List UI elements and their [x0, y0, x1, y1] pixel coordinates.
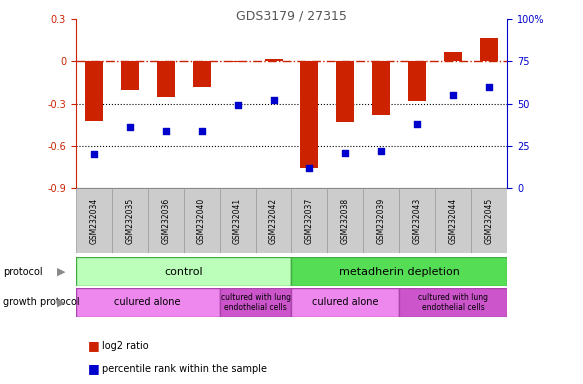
Bar	[85, 61, 103, 121]
FancyBboxPatch shape	[436, 188, 471, 253]
Text: GSM232035: GSM232035	[125, 198, 134, 244]
FancyBboxPatch shape	[363, 188, 399, 253]
Point	[233, 102, 242, 108]
Text: ▶: ▶	[57, 297, 65, 308]
Bar	[373, 61, 391, 115]
Text: protocol: protocol	[3, 266, 43, 277]
Bar	[300, 61, 318, 169]
Point	[377, 148, 386, 154]
Point	[340, 150, 350, 156]
FancyBboxPatch shape	[76, 188, 112, 253]
Point	[161, 127, 170, 134]
FancyBboxPatch shape	[399, 288, 507, 317]
Bar	[121, 61, 139, 89]
FancyBboxPatch shape	[220, 188, 255, 253]
FancyBboxPatch shape	[292, 188, 328, 253]
Text: GSM232045: GSM232045	[484, 198, 494, 244]
Text: GSM232044: GSM232044	[449, 198, 458, 244]
FancyBboxPatch shape	[220, 288, 292, 317]
FancyBboxPatch shape	[292, 257, 507, 286]
Text: log2 ratio: log2 ratio	[102, 341, 149, 351]
Text: culured alone: culured alone	[312, 297, 379, 308]
Text: ■: ■	[87, 339, 99, 352]
FancyBboxPatch shape	[399, 188, 436, 253]
Text: GSM232038: GSM232038	[341, 198, 350, 244]
FancyBboxPatch shape	[184, 188, 220, 253]
Text: cultured with lung
endothelial cells: cultured with lung endothelial cells	[220, 293, 290, 312]
Text: GDS3179 / 27315: GDS3179 / 27315	[236, 10, 347, 23]
Text: GSM232037: GSM232037	[305, 198, 314, 244]
Point	[305, 165, 314, 171]
Bar	[265, 59, 283, 61]
FancyBboxPatch shape	[112, 188, 147, 253]
Bar	[444, 51, 462, 61]
FancyBboxPatch shape	[292, 288, 399, 317]
Text: growth protocol: growth protocol	[3, 297, 79, 308]
Text: ■: ■	[87, 362, 99, 375]
Text: GSM232043: GSM232043	[413, 198, 422, 244]
Bar	[336, 61, 354, 122]
FancyBboxPatch shape	[147, 188, 184, 253]
Point	[484, 84, 494, 90]
Text: ▶: ▶	[57, 266, 65, 277]
Text: culured alone: culured alone	[114, 297, 181, 308]
Bar	[229, 61, 247, 62]
Bar	[408, 61, 426, 101]
Text: GSM232034: GSM232034	[89, 198, 99, 244]
Point	[413, 121, 422, 127]
Text: control: control	[164, 266, 203, 277]
Bar	[192, 61, 210, 87]
Bar	[157, 61, 175, 97]
Point	[89, 151, 99, 157]
Point	[448, 92, 458, 98]
Text: GSM232042: GSM232042	[269, 198, 278, 244]
Text: percentile rank within the sample: percentile rank within the sample	[102, 364, 267, 374]
FancyBboxPatch shape	[471, 188, 507, 253]
Text: GSM232041: GSM232041	[233, 198, 242, 244]
Text: cultured with lung
endothelial cells: cultured with lung endothelial cells	[418, 293, 489, 312]
Point	[197, 127, 206, 134]
FancyBboxPatch shape	[328, 188, 363, 253]
Text: metadherin depletion: metadherin depletion	[339, 266, 460, 277]
Point	[125, 124, 134, 131]
Text: GSM232040: GSM232040	[197, 198, 206, 244]
Bar	[480, 38, 498, 61]
Point	[269, 97, 278, 103]
FancyBboxPatch shape	[76, 257, 292, 286]
Text: GSM232036: GSM232036	[161, 198, 170, 244]
FancyBboxPatch shape	[76, 288, 220, 317]
Text: GSM232039: GSM232039	[377, 198, 386, 244]
FancyBboxPatch shape	[255, 188, 292, 253]
